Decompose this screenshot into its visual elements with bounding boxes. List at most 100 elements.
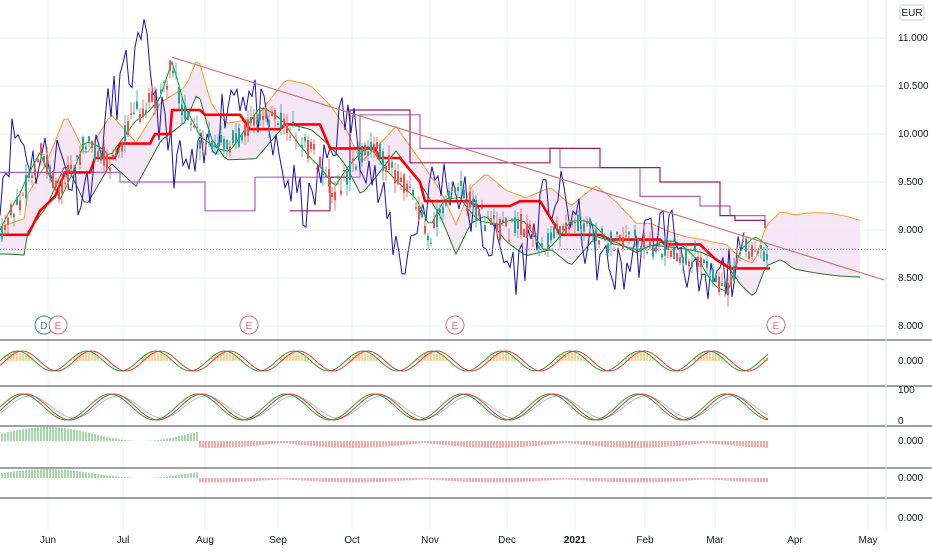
candle-body — [592, 235, 594, 237]
candle-body — [310, 142, 312, 150]
candle-body — [508, 239, 510, 241]
candle-body — [691, 262, 693, 267]
candle-body — [313, 143, 315, 150]
time-tick-label: Oct — [344, 535, 360, 546]
candle-body — [4, 225, 6, 231]
candle-body — [697, 256, 699, 268]
candle-body — [574, 222, 576, 224]
candle-body — [655, 247, 657, 252]
candle-body — [745, 238, 747, 252]
candle-body — [649, 241, 651, 248]
candle-body — [124, 125, 126, 142]
candle-body — [652, 246, 654, 257]
candle-body — [127, 121, 129, 135]
candle-body — [454, 187, 456, 193]
candle-body — [358, 150, 360, 161]
candle-body — [22, 194, 24, 196]
candle-body — [394, 170, 396, 184]
candle-body — [109, 167, 111, 171]
candle-body — [391, 161, 393, 168]
candle-body — [757, 250, 759, 254]
candles — [1, 59, 768, 307]
candle-body — [274, 110, 276, 120]
time-tick-label: Nov — [421, 535, 439, 546]
trendline — [171, 56, 885, 281]
candle-body — [502, 219, 504, 223]
candle-body — [475, 199, 477, 221]
pane-tick-label: 0.000 — [898, 356, 923, 367]
candle-body — [1, 226, 3, 240]
candle-body — [643, 232, 645, 248]
candle-body — [403, 174, 405, 193]
candle-body — [346, 171, 348, 185]
earnings-badge-circle — [239, 315, 259, 335]
candle-body — [85, 146, 87, 150]
candle-body — [760, 245, 762, 249]
candle-body — [556, 223, 558, 230]
candle-body — [88, 136, 90, 142]
candle-body — [328, 169, 330, 187]
candle-body — [193, 125, 195, 128]
candle-body — [589, 218, 591, 227]
candle-body — [619, 234, 621, 242]
candle-body — [640, 246, 642, 253]
candle-body — [349, 160, 351, 180]
candle-body — [472, 198, 474, 206]
pane-tick-label: 0.000 — [898, 473, 923, 484]
candle-body — [613, 250, 615, 252]
candle-body — [637, 239, 639, 245]
candle-body — [730, 274, 732, 286]
candle-body — [67, 164, 69, 181]
candle-body — [304, 137, 306, 141]
candle-body — [202, 141, 204, 144]
time-tick-label: May — [859, 535, 878, 546]
candle-body — [106, 153, 108, 170]
candle-body — [610, 232, 612, 245]
candle-body — [493, 215, 495, 219]
oscillator-green-line — [0, 350, 769, 372]
candle-body — [523, 229, 525, 238]
candle-body — [568, 226, 570, 230]
candle-body — [355, 166, 357, 170]
senkou-span-a — [0, 61, 861, 264]
candle-body — [214, 142, 216, 148]
candle-body — [130, 113, 132, 115]
candle-body — [478, 209, 480, 216]
candle-body — [244, 124, 246, 137]
candle-body — [169, 60, 171, 71]
candle-body — [724, 281, 726, 288]
candle-body — [25, 174, 27, 199]
candle-body — [13, 214, 15, 218]
candle-body — [247, 120, 249, 137]
candle-body — [103, 146, 105, 166]
candle-body — [199, 140, 201, 149]
candle-body — [436, 209, 438, 227]
earnings-marker: E — [445, 315, 465, 335]
candle-body — [553, 226, 555, 238]
earnings-badge-circle — [766, 315, 786, 335]
candle-body — [367, 151, 369, 156]
candle-body — [739, 252, 741, 254]
candle-body — [679, 257, 681, 263]
candle-body — [544, 249, 546, 251]
candle-body — [280, 112, 282, 128]
candle-body — [424, 225, 426, 234]
candle-body — [97, 151, 99, 158]
candle-body — [451, 187, 453, 191]
candle-body — [334, 191, 336, 201]
time-tick-label: Sep — [269, 535, 287, 546]
earnings-marker: E — [48, 315, 68, 335]
candle-body — [766, 254, 768, 260]
candle-body — [79, 154, 81, 165]
candle-body — [94, 143, 96, 161]
earnings-marker: E — [239, 315, 259, 335]
candle-body — [226, 140, 228, 150]
candle-body — [34, 168, 36, 176]
candle-body — [136, 101, 138, 109]
candle-body — [196, 126, 198, 128]
pane-tick-label: 100 — [898, 385, 915, 396]
candle-body — [442, 206, 444, 214]
candle-body — [232, 130, 234, 144]
candle-body — [565, 222, 567, 235]
candle-body — [112, 154, 114, 157]
